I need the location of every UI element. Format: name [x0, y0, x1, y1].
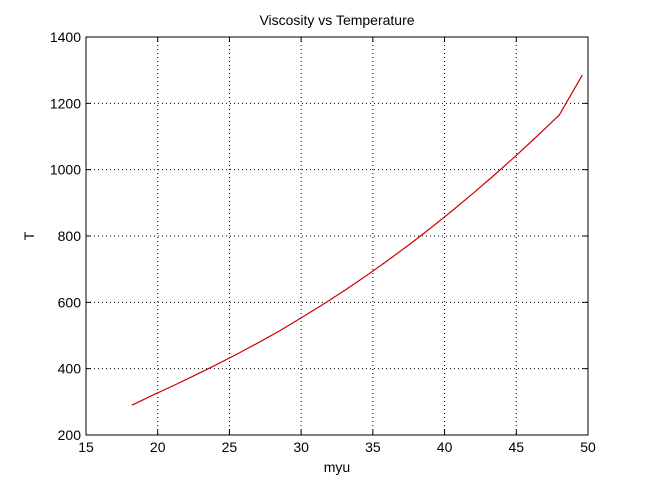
y-tick-label: 1000 [50, 162, 81, 178]
x-tick-label: 50 [580, 439, 596, 455]
y-tick-label: 1400 [50, 29, 81, 45]
y-tick-label: 600 [58, 294, 82, 310]
x-tick-label: 45 [508, 439, 524, 455]
chart-title: Viscosity vs Temperature [259, 12, 414, 28]
series-line [131, 74, 583, 406]
y-tick-label: 400 [58, 361, 82, 377]
x-tick-label: 30 [293, 439, 309, 455]
x-tick-label: 15 [78, 439, 94, 455]
series-layer [131, 74, 583, 406]
x-tick-label: 40 [437, 439, 453, 455]
x-tick-label: 35 [365, 439, 381, 455]
y-tick-label: 200 [58, 427, 82, 443]
y-tick-label: 1200 [50, 95, 81, 111]
tick-layer: 15 20 25 30 35 40 45 50 200 400 600 800 1000 1200 1400 [50, 29, 596, 455]
y-axis-label: T [21, 231, 37, 240]
x-tick-label: 20 [150, 439, 166, 455]
y-tick-label: 800 [58, 228, 82, 244]
x-tick-label: 25 [222, 439, 238, 455]
x-axis-label: myu [324, 459, 350, 475]
